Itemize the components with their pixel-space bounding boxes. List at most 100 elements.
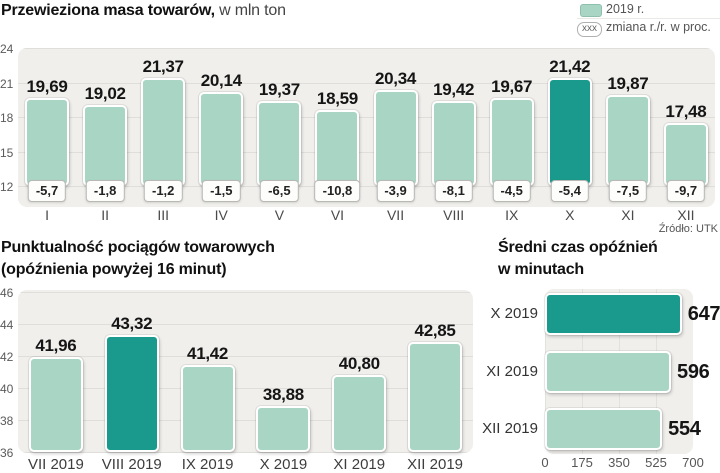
y-axis-tick-label: 38: [0, 414, 14, 428]
chart1-title-bold: Przewieziona masa towarów,: [1, 2, 215, 19]
bar-VII: [373, 90, 418, 186]
change-badge: -8,1: [434, 180, 473, 202]
bar-XII-2019: [408, 342, 463, 452]
x-axis-category-label: X: [565, 207, 575, 223]
gridline: [18, 324, 473, 325]
gridline: [18, 420, 473, 421]
chart1-title-unit: w mln ton: [219, 2, 286, 19]
x-axis-category-label: VII: [386, 207, 405, 223]
gridline: [18, 151, 715, 153]
bar-value-label: 19,42: [433, 79, 475, 99]
bar-I: [25, 97, 70, 186]
chart2-title-line2: (opóźnienia powyżej 16 minut): [1, 261, 227, 278]
legend-label-change: zmiana r./r. w proc.: [606, 20, 711, 34]
bar-III: [141, 78, 186, 186]
bar-IV: [199, 92, 244, 186]
y-axis-tick-label: 24: [0, 42, 14, 56]
bar-V: [257, 101, 302, 186]
gridline: [18, 186, 715, 187]
change-badge: -10,8: [314, 180, 361, 202]
change-badge: -4,5: [492, 180, 531, 202]
x-axis-category-label: XII 2019: [407, 456, 464, 473]
bar-value-label: 40,80: [338, 354, 380, 374]
bar-value-label: 19,02: [84, 84, 126, 104]
x-axis-category-label: IX 2019: [181, 456, 234, 473]
y-axis-tick-label: 12: [0, 180, 14, 194]
x-axis-category-label: V: [274, 207, 285, 223]
bar-value-label: 596: [677, 360, 710, 383]
bar-X: [547, 77, 592, 186]
change-badge: -7,5: [608, 180, 648, 202]
x-axis-tick-label: 700: [682, 455, 704, 470]
row-label: X 2019: [490, 305, 538, 322]
bar-X-2019: [256, 405, 311, 452]
y-axis-tick-label: 42: [0, 350, 14, 364]
x-axis-tick-label: 0: [541, 455, 549, 470]
bar-value-label: 21,42: [549, 56, 591, 76]
change-badge: -1,8: [85, 180, 125, 202]
chart1-title: Przewieziona masa towarów, w mln ton: [1, 2, 286, 20]
change-badge: -5,7: [27, 180, 67, 202]
source-credit: Źródło: UTK: [658, 223, 718, 235]
bar-value-label: 19,69: [26, 76, 68, 96]
gridline: [18, 117, 715, 118]
bar-XI-2019: [332, 375, 387, 452]
gridline: [18, 292, 473, 293]
gridline: [18, 356, 473, 357]
y-axis-tick-label: 21: [0, 76, 14, 91]
bar-IX: [489, 97, 534, 186]
change-badge: -1,2: [144, 180, 183, 202]
x-axis-category-label: VI: [330, 207, 345, 223]
y-axis-tick-label: 36: [0, 446, 14, 460]
bar-XII: [663, 122, 708, 186]
chart2-title-line1: Punktualność pociągów towarowych: [1, 239, 275, 256]
x-axis-category-label: XI: [621, 207, 635, 223]
legend-change-badge-icon: xxx: [577, 22, 602, 37]
change-badge: -3,9: [376, 180, 415, 202]
gridline: [18, 388, 473, 389]
change-badge: -9,7: [666, 180, 706, 202]
bar-value-label: 21,37: [142, 57, 184, 77]
bar-VII-2019: [28, 356, 83, 452]
row-label: XII 2019: [482, 420, 538, 437]
chart2-plot-area: [18, 290, 473, 453]
y-axis-tick-label: 18: [0, 111, 14, 125]
bar-value-label: 41,42: [187, 344, 229, 364]
x-axis-category-label: X 2019: [259, 456, 308, 473]
bar-VIII: [431, 100, 476, 186]
x-axis-category-label: IX: [505, 207, 519, 223]
change-badge: -1,5: [202, 180, 241, 202]
x-axis-category-label: XI 2019: [333, 456, 386, 473]
gridline: [18, 48, 715, 49]
x-axis-tick-label: 525: [645, 455, 667, 470]
x-axis-tick-label: 350: [608, 455, 630, 470]
y-axis-tick-label: 46: [0, 286, 14, 300]
bar-value-label: 19,67: [491, 76, 533, 96]
bar-value-label: 647: [687, 303, 720, 325]
x-axis-category-label: III: [157, 207, 170, 223]
gridline: [18, 82, 715, 84]
bar-value-label: 19,37: [258, 80, 300, 100]
legend-divider: [577, 18, 720, 19]
bar-value-label: 20,34: [375, 69, 417, 89]
bar-value-label: 20,14: [200, 71, 242, 91]
bar-value-label: 19,87: [607, 74, 649, 94]
chart3-title-line1: Średni czas opóźnień: [498, 239, 658, 256]
bar-value-label: 18,59: [316, 89, 358, 109]
change-badge: -6,5: [260, 180, 299, 202]
x-axis-category-label: I: [45, 207, 49, 223]
x-axis-category-label: XII: [677, 207, 695, 223]
bar-II: [83, 105, 128, 186]
bar-value-label: 42,85: [414, 321, 456, 341]
bar-XII-2019: [545, 408, 663, 450]
x-axis-tick-label: 175: [571, 455, 593, 470]
y-axis-tick-label: 44: [0, 318, 14, 332]
legend-label-2019: 2019 r.: [606, 2, 645, 16]
change-badge: -5,4: [550, 180, 589, 202]
legend-swatch-2019: [580, 4, 602, 17]
bar-value-label: 43,32: [111, 313, 153, 333]
bar-value-label: 554: [668, 418, 701, 440]
bar-value-label: 41,96: [35, 335, 77, 355]
x-axis-category-label: IV: [214, 207, 228, 223]
